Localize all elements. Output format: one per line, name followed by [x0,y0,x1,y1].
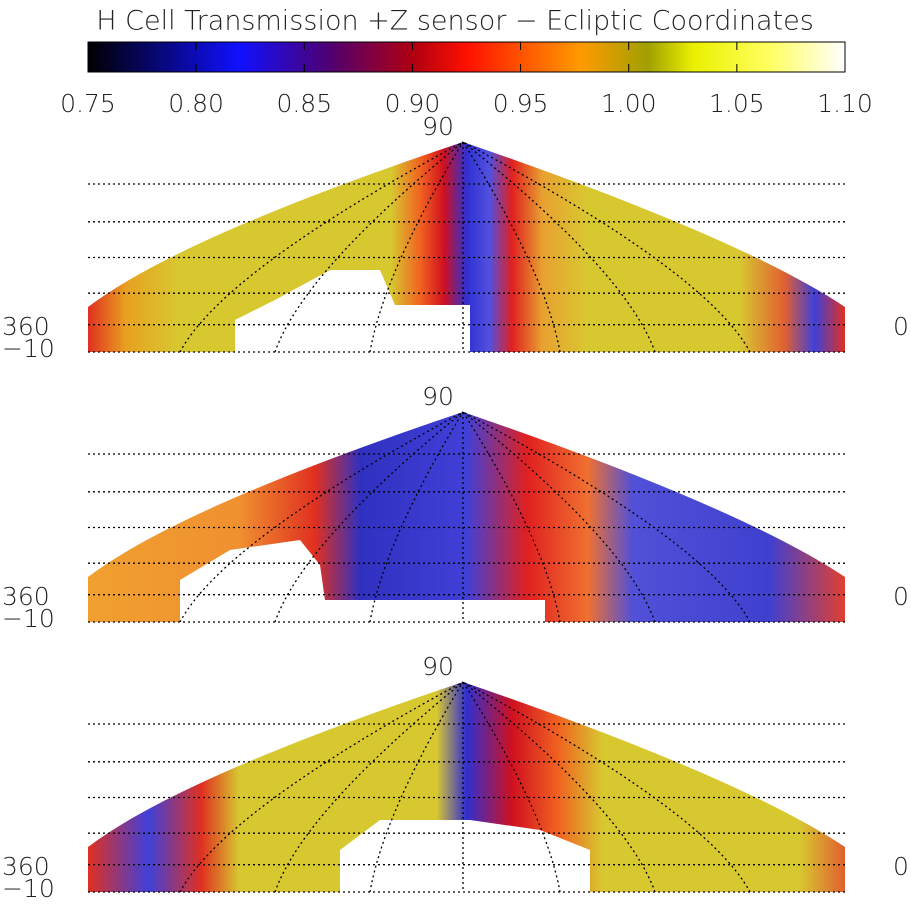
grid-line [462,141,561,353]
grid-line [462,141,656,353]
grid-line [179,411,464,623]
right-label: 0 [893,852,909,881]
colorbar-label: 0.90 [385,89,441,118]
right-label: 0 [893,312,909,341]
colorbar-label: 0.80 [168,89,224,118]
left-label: 360 [2,312,50,341]
grid-line [462,681,656,893]
colorbar-label: 1.00 [601,89,657,118]
sky-map-panel: 90 360−10 0 [2,652,909,903]
grid-line [369,681,464,893]
grid-line [462,411,561,623]
grid-line [462,411,656,623]
no-data-region [180,820,590,892]
title: H Cell Transmission +Z sensor − Ecliptic… [96,6,814,37]
top-label: 90 [422,652,454,681]
grid-line [274,681,464,893]
top-label: 90 [422,112,454,141]
colorbar [87,41,846,73]
colorbar-label: 0.75 [60,89,116,118]
grid-line [179,141,464,353]
sky-map [88,682,845,892]
top-label: 90 [422,382,454,411]
grid-line [369,411,464,623]
no-data-region [235,270,470,352]
no-data-region [180,540,545,622]
left-label: 360 [2,582,50,611]
colorbar-label: 0.85 [276,89,332,118]
left-label: −10 [2,604,55,633]
grid-line [274,411,464,623]
left-label: −10 [2,874,55,903]
colorbar-ticks: 0.75 0.80 0.85 0.90 0.95 1.00 1.05 1.10 [60,42,873,118]
right-label: 0 [893,582,909,611]
colorbar-label: 1.05 [709,89,765,118]
left-label: 360 [2,852,50,881]
sky-map-panel: 90 360−10 0 [2,112,909,363]
colorbar-label: 1.10 [817,89,873,118]
grid-line [179,681,464,893]
grid-line [274,141,464,353]
grid-line [369,141,464,353]
grid-line [462,681,561,893]
sky-map-panel: 90 360−10 0 [2,382,909,633]
colorbar-label: 0.95 [493,89,549,118]
left-label: −10 [2,334,55,363]
